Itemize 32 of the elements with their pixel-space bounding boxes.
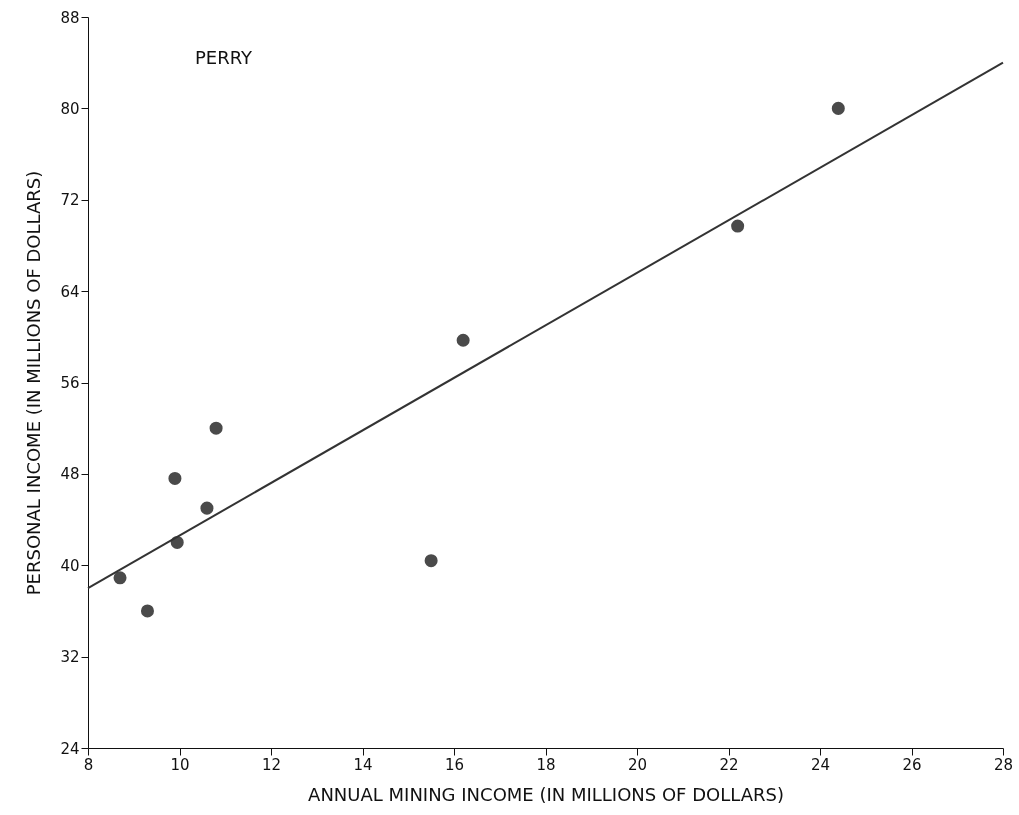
y-axis-title: PERSONAL INCOME (IN MILLIONS OF DOLLARS) [23,170,45,596]
x-tick-label: 16 [444,755,465,774]
x-tick-label: 20 [627,755,648,774]
y-tick-label: 24 [60,739,80,758]
point [200,501,214,515]
y-tick-label: 80 [60,99,80,118]
point [140,604,154,618]
y-tick-label: 48 [60,465,80,484]
point [831,101,845,115]
x-tick-label: 26 [902,755,922,774]
y-tick-label: 56 [60,374,80,392]
x-tick-label: 10 [170,755,190,774]
x-tick-label: 24 [810,755,831,774]
point [113,571,127,585]
x-axis-title: ANNUAL MINING INCOME (IN MILLIONS OF DOLLARS) [308,783,784,805]
y-tick-label: 64 [60,282,80,301]
point [209,421,223,435]
point [424,554,438,568]
x-tick-label: 8 [83,755,94,774]
x-tick-label: 14 [353,755,373,774]
x-tick-label: 22 [719,755,739,774]
x-tick-label: 12 [261,755,282,774]
y-tick-label: 88 [60,8,80,27]
point [731,219,745,233]
y-tick-label: 40 [60,556,80,575]
point [456,333,470,347]
point [168,471,182,485]
y-tick-label: 32 [60,648,80,667]
annotation: PERRY [195,47,254,68]
y-tick-label: 72 [60,191,80,210]
x-tick-label: 28 [993,755,1014,774]
x-tick-label: 18 [536,755,556,774]
